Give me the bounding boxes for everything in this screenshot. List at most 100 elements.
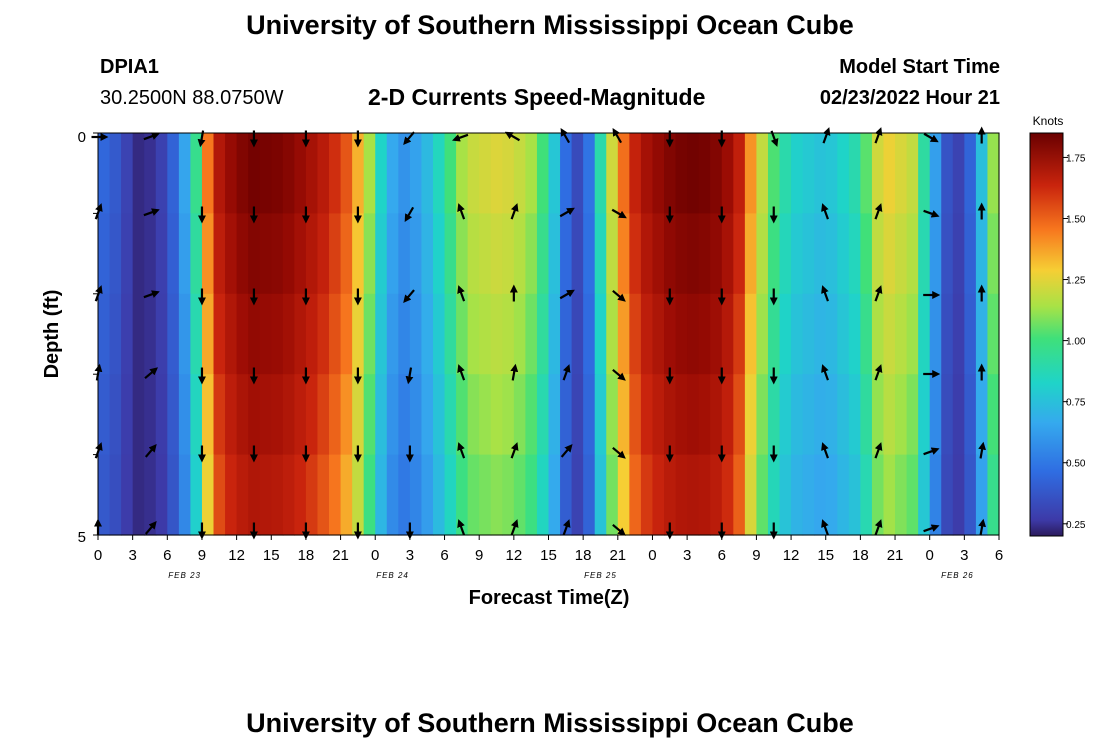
heatmap-cell [675, 133, 688, 214]
heatmap-cell [606, 374, 619, 456]
current-arrow [923, 447, 940, 456]
heatmap-cell [744, 133, 758, 214]
heatmap-cell [398, 293, 411, 375]
heatmap-cell [664, 374, 677, 456]
current-arrow [559, 207, 575, 218]
x-tick-label: 21 [887, 547, 904, 564]
heatmap-cell [282, 374, 295, 456]
heatmap-cell [456, 133, 469, 214]
heatmap-cell [259, 133, 272, 214]
heatmap-cell [513, 374, 526, 456]
heatmap-cell [225, 454, 238, 536]
current-arrow [612, 446, 626, 459]
heatmap-cell [536, 213, 550, 295]
heatmap-cell [860, 454, 873, 536]
heatmap-cell [282, 293, 295, 375]
colorbar-tick-label: 1.50 [1066, 214, 1086, 225]
heatmap-cell [941, 293, 954, 375]
current-arrow [562, 364, 571, 381]
heatmap-cell [583, 454, 596, 536]
heatmap-cell [109, 133, 122, 214]
heatmap-cell [144, 454, 157, 536]
heatmap-cell [883, 293, 896, 375]
heatmap-cell [409, 133, 423, 214]
heatmap-cell [779, 213, 792, 295]
heatmap-cell [987, 293, 1000, 375]
heatmap-cell [109, 454, 122, 536]
day-label: FEB 26 [941, 571, 974, 580]
heatmap-cell [225, 213, 238, 295]
heatmap-cell [502, 454, 515, 536]
heatmap-cell [895, 454, 908, 536]
heatmap-cell [583, 213, 596, 295]
x-tick-label: 12 [228, 547, 245, 564]
heatmap-cell [629, 213, 642, 295]
heatmap-cell [710, 213, 723, 295]
heatmap-cell [421, 133, 434, 214]
heatmap-cell [675, 454, 688, 536]
x-tick-label: 21 [332, 547, 349, 564]
current-arrow [457, 519, 466, 536]
heatmap-cell [271, 374, 284, 456]
heatmap-cell [733, 374, 746, 456]
current-arrow [821, 442, 829, 459]
heatmap-cell [456, 454, 469, 536]
heatmap-cell [329, 213, 342, 295]
heatmap-cell [340, 374, 353, 456]
heatmap-cell [121, 133, 134, 214]
heatmap-cell [121, 213, 134, 295]
heatmap-cell [987, 374, 1000, 456]
heatmap-cell [756, 374, 769, 456]
heatmap-cell [259, 213, 272, 295]
heatmap-cell [640, 374, 654, 456]
heatmap-cell [479, 454, 492, 536]
heatmap-cell [213, 133, 226, 214]
current-arrow [510, 363, 519, 381]
colorbar-tick-label: 0.25 [1066, 520, 1086, 531]
heatmap-cell [687, 293, 700, 375]
current-arrow [504, 131, 521, 142]
colorbar-tick-label: 0.75 [1066, 398, 1086, 409]
heatmap-cell [213, 293, 226, 375]
heatmap-cell [329, 133, 342, 214]
heatmap-cell [490, 454, 503, 536]
heatmap-cell [167, 213, 180, 295]
heatmap-cell [444, 133, 457, 214]
current-arrow [821, 519, 829, 536]
heatmap-cell [98, 293, 111, 375]
heatmap-cell [767, 293, 781, 375]
heatmap-cell [814, 293, 827, 375]
heatmap-cell [814, 133, 827, 214]
heatmap-cell [340, 454, 353, 536]
current-arrow [560, 443, 573, 458]
current-arrow [978, 441, 987, 459]
heatmap-cell [560, 213, 573, 295]
heatmap-cell [352, 133, 365, 214]
heatmap-cell [767, 454, 781, 536]
heatmap-cell [352, 374, 365, 456]
heatmap-cell [895, 133, 908, 214]
heatmap-cell [791, 293, 804, 375]
page-title-bottom: University of Southern Mississippi Ocean… [246, 708, 854, 738]
heatmap-cell [952, 133, 965, 214]
heatmap-cell [259, 454, 272, 536]
heatmap-cell [802, 374, 815, 456]
heatmap-cell [825, 133, 838, 214]
heatmap-cell [213, 374, 226, 456]
heatmap-cell [375, 293, 388, 375]
heatmap-cell [178, 213, 192, 295]
heatmap-cell [98, 454, 111, 536]
heatmap-cell [248, 133, 261, 214]
heatmap-cell [144, 213, 157, 295]
heatmap-cell [802, 133, 815, 214]
x-tick-label: 18 [298, 547, 315, 564]
heatmap-cell [733, 213, 746, 295]
heatmap-cell [363, 133, 376, 214]
x-tick-label: 6 [718, 547, 726, 564]
heatmap-cell [860, 374, 873, 456]
heatmap-cell [363, 454, 376, 536]
heatmap-cell [548, 213, 561, 295]
heatmap-cell [340, 213, 353, 295]
x-tick-label: 9 [752, 547, 760, 564]
heatmap-cell [225, 133, 238, 214]
